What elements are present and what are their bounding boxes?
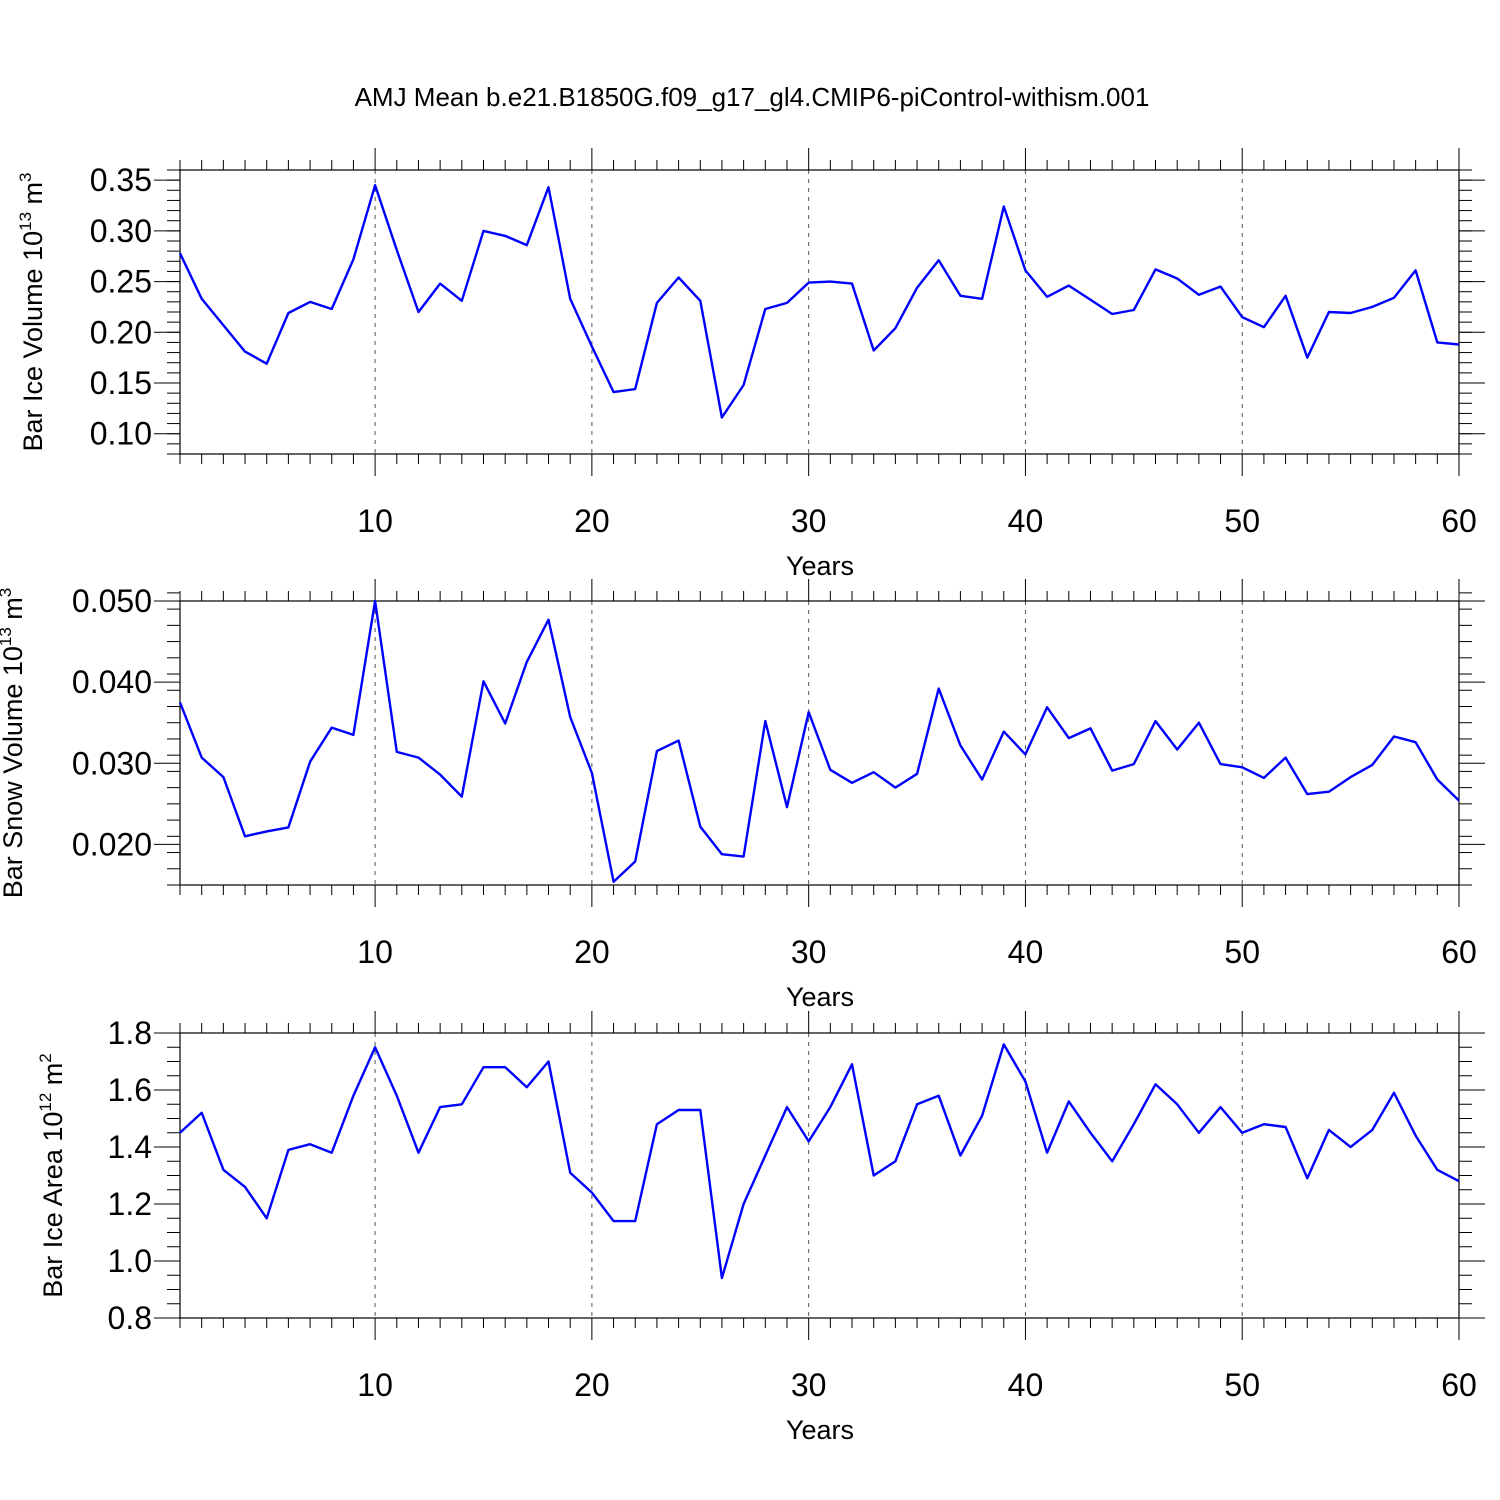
y-tick-label: 1.6 xyxy=(108,1072,152,1108)
x-tick-label: 60 xyxy=(1441,1367,1477,1403)
y-axis-label: Bar Snow Volume 1013 m3 xyxy=(0,588,28,899)
x-tick-label: 10 xyxy=(357,1367,393,1403)
x-axis-label: Years xyxy=(786,551,854,581)
y-tick-label: 1.4 xyxy=(108,1129,152,1165)
series-line xyxy=(178,599,1460,883)
y-tick-label: 0.050 xyxy=(72,583,152,619)
x-tick-label: 50 xyxy=(1224,1367,1260,1403)
y-tick-label: 0.35 xyxy=(90,162,152,198)
figure-title: AMJ Mean b.e21.B1850G.f09_g17_gl4.CMIP6-… xyxy=(355,82,1150,112)
y-tick-label: 1.8 xyxy=(108,1015,152,1051)
y-axis-label: Bar Ice Area 1012 m2 xyxy=(36,1053,68,1298)
x-tick-label: 40 xyxy=(1008,934,1044,970)
x-tick-label: 50 xyxy=(1224,934,1260,970)
y-tick-label: 0.040 xyxy=(72,664,152,700)
y-tick-label: 0.20 xyxy=(90,314,152,350)
x-tick-label: 10 xyxy=(357,503,393,539)
x-axis-label: Years xyxy=(786,1415,854,1445)
x-tick-label: 20 xyxy=(574,934,610,970)
x-tick-label: 20 xyxy=(574,503,610,539)
chart-panel-2: 0.020 0.030 0.040 0.050 10 20 30 40 50 60 Years Bar… xyxy=(0,579,1485,1012)
x-tick-label: 20 xyxy=(574,1367,610,1403)
series-line xyxy=(179,1043,1460,1280)
y-tick-label: 0.8 xyxy=(108,1300,152,1336)
y-tick-label: 0.30 xyxy=(90,213,152,249)
x-tick-label: 30 xyxy=(791,934,827,970)
x-tick-label: 30 xyxy=(791,1367,827,1403)
plot-frame xyxy=(179,600,1460,886)
y-tick-label: 1.0 xyxy=(108,1243,152,1279)
plot-frame xyxy=(179,169,1460,455)
series-line xyxy=(178,183,1460,419)
x-tick-label: 50 xyxy=(1224,503,1260,539)
x-tick-label: 30 xyxy=(791,503,827,539)
chart-panel-3: 0.8 1.0 1.2 1.4 1.6 1.8 10 20 30 40 50 60 Years Bar I… xyxy=(36,1011,1485,1445)
y-tick-label: 0.030 xyxy=(72,745,152,781)
y-tick-label: 0.15 xyxy=(90,365,152,401)
x-tick-label: 60 xyxy=(1441,934,1477,970)
y-axis-label: Bar Ice Volume 1013 m3 xyxy=(16,172,48,451)
chart-panel-1: 0.10 0.15 0.20 0.25 0.30 0.35 10 20 30 40 50 60 Year… xyxy=(16,148,1485,581)
x-tick-label: 10 xyxy=(357,934,393,970)
x-tick-label: 40 xyxy=(1008,1367,1044,1403)
y-tick-label: 0.10 xyxy=(90,416,152,452)
chart-panels: 0.10 0.15 0.20 0.25 0.30 0.35 10 20 30 40 50 60 Year… xyxy=(0,148,1485,1445)
y-tick-label: 0.020 xyxy=(72,826,152,862)
x-tick-label: 40 xyxy=(1008,503,1044,539)
x-axis-label: Years xyxy=(786,982,854,1012)
y-tick-label: 0.25 xyxy=(90,264,152,300)
y-tick-label: 1.2 xyxy=(108,1186,152,1222)
x-tick-label: 60 xyxy=(1441,503,1477,539)
plot-frame xyxy=(179,1032,1460,1319)
